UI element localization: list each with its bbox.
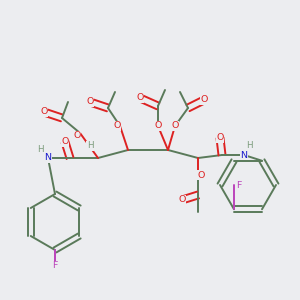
Text: N: N [241,151,248,160]
Text: O: O [136,94,144,103]
Text: H: H [246,140,252,149]
Text: O: O [61,137,69,146]
Text: F: F [52,262,58,271]
Text: O: O [171,122,179,130]
Text: O: O [154,122,162,130]
Text: O: O [216,134,224,142]
Text: O: O [113,122,121,130]
Text: F: F [236,181,242,190]
Text: H: H [87,142,93,151]
Text: O: O [178,196,186,205]
Text: O: O [200,95,208,104]
Text: O: O [73,131,81,140]
Text: H: H [37,146,43,154]
Text: O: O [40,107,48,116]
Text: O: O [86,98,94,106]
Text: N: N [44,154,52,163]
Text: O: O [197,170,205,179]
